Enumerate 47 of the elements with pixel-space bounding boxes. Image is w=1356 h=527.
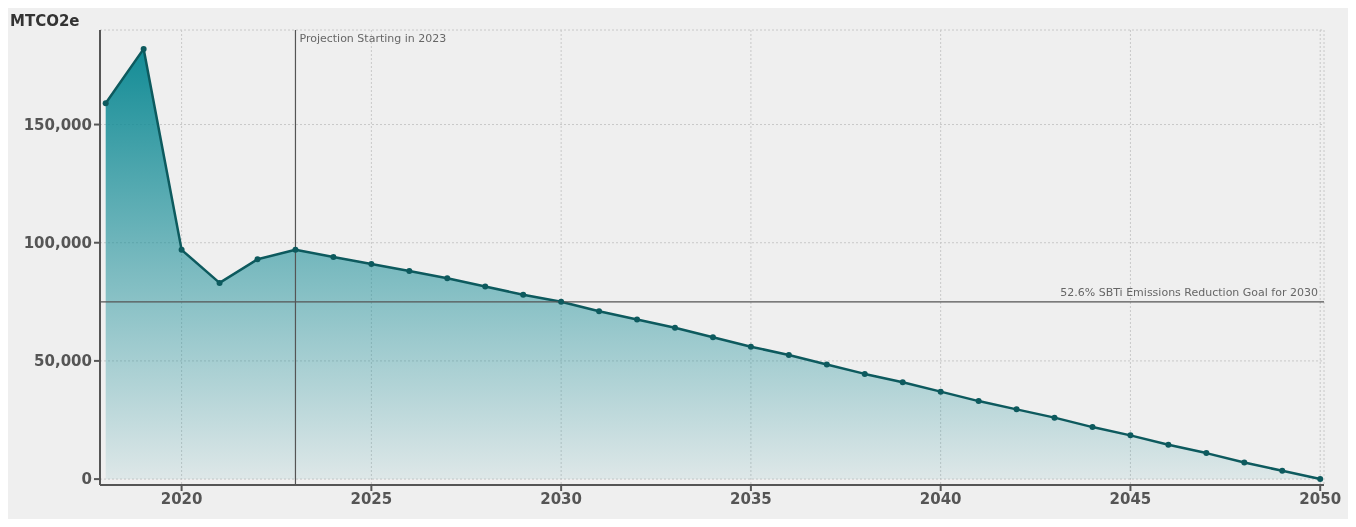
- x-tick-label: 2045: [1109, 489, 1152, 508]
- x-tick-label: 2050: [1299, 489, 1342, 508]
- y-axis-title: MTCO2e: [10, 12, 80, 30]
- point: [634, 316, 641, 323]
- y-tick-label: 100,000: [23, 234, 92, 253]
- x-tick-label: 2030: [540, 489, 583, 508]
- point: [216, 279, 223, 286]
- point: [709, 334, 716, 341]
- point: [785, 352, 792, 358]
- y-tick-label: 0: [81, 470, 92, 489]
- point: [1203, 450, 1210, 457]
- point: [899, 379, 906, 386]
- point: [330, 253, 337, 260]
- point: [672, 324, 678, 331]
- point: [1241, 459, 1248, 466]
- point: [406, 268, 413, 275]
- point: [823, 361, 830, 368]
- point: [254, 256, 261, 263]
- point: [975, 398, 982, 405]
- x-tick-label: 2025: [350, 489, 393, 508]
- point: [1127, 432, 1134, 439]
- ref-line-label: 52.6% SBTi Emissions Reduction Goal for 2030: [1060, 285, 1318, 299]
- ref-line-label: Projection Starting in 2023: [299, 31, 447, 45]
- point: [140, 45, 147, 52]
- y-tick-label: 50,000: [34, 352, 92, 371]
- point: [520, 291, 527, 298]
- point: [1165, 441, 1172, 448]
- point: [292, 246, 299, 253]
- point: [937, 388, 944, 395]
- point: [1013, 406, 1020, 413]
- point: [1051, 414, 1058, 421]
- point: [861, 370, 868, 377]
- point: [178, 246, 185, 253]
- point: [368, 261, 375, 267]
- x-tick-label: 2040: [919, 489, 962, 508]
- point: [1279, 467, 1286, 474]
- point: [102, 100, 109, 107]
- point: [1089, 424, 1096, 431]
- x-tick-label: 2035: [730, 489, 772, 508]
- point: [558, 298, 565, 305]
- x-tick-label: 2020: [160, 489, 203, 508]
- point: [1317, 476, 1324, 483]
- point: [596, 308, 603, 315]
- point: [444, 275, 451, 282]
- point: [482, 283, 489, 290]
- y-tick-label: 150,000: [23, 115, 92, 134]
- point: [747, 343, 754, 350]
